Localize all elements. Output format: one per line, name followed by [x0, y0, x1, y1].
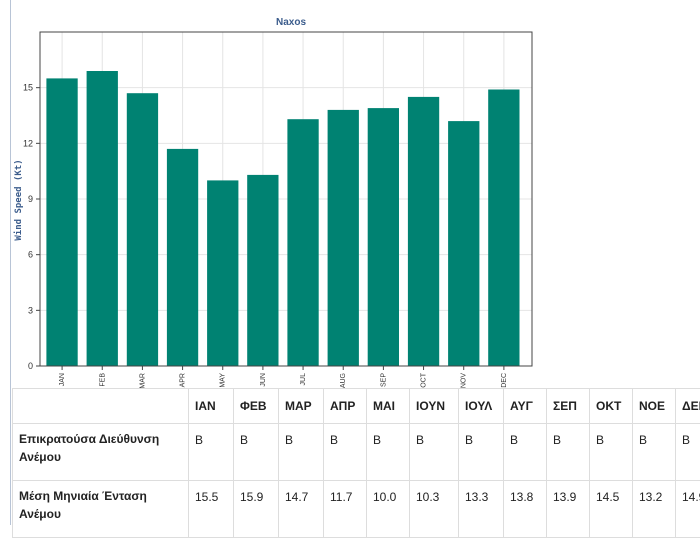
- bar-feb: [87, 71, 118, 366]
- bar-jun: [247, 175, 278, 366]
- table-cell: Β: [367, 424, 410, 481]
- month-header: ΔΕΚ: [676, 389, 700, 424]
- table-cell: 10.0: [367, 481, 410, 538]
- table-cell: Β: [324, 424, 367, 481]
- x-tick-label: FEB: [99, 373, 106, 387]
- table-cell: Β: [504, 424, 547, 481]
- table-cell: 14.5: [590, 481, 633, 538]
- table-cell: 15.9: [234, 481, 279, 538]
- month-header: ΜΑΡ: [279, 389, 324, 424]
- table-cell: Β: [189, 424, 234, 481]
- month-header: ΟΚΤ: [590, 389, 633, 424]
- wind-data-table: ΙΑΝΦΕΒΜΑΡΑΠΡΜΑΙΙΟΥΝΙΟΥΛΑΥΓΣΕΠΟΚΤΝΟΕΔΕΚ Ε…: [12, 388, 700, 538]
- table-cell: 13.9: [547, 481, 590, 538]
- y-tick-label: 0: [28, 361, 33, 371]
- bar-dec: [488, 90, 519, 367]
- table-cell: Β: [676, 424, 700, 481]
- bar-aug: [328, 110, 359, 366]
- table-cell: Β: [633, 424, 676, 481]
- month-header: ΙΟΥΛ: [459, 389, 504, 424]
- month-header: ΝΟΕ: [633, 389, 676, 424]
- table-cell: Β: [279, 424, 324, 481]
- month-header: ΜΑΙ: [367, 389, 410, 424]
- bar-apr: [167, 149, 198, 366]
- month-header: ΑΠΡ: [324, 389, 367, 424]
- row-label: Επικρατούσα Διεύθυνση Ανέμου: [13, 424, 189, 481]
- wind-speed-chart: Naxos Wind Speed (Kt) 0 3 6 9 12 15 JAN FEB MAR…: [0, 0, 700, 388]
- y-tick-label: 3: [28, 305, 33, 315]
- x-tick-label: JUN: [260, 373, 267, 387]
- month-header: ΣΕΠ: [547, 389, 590, 424]
- x-tick-label: JAN: [59, 373, 66, 386]
- table-corner-cell: [13, 389, 189, 424]
- bar-jul: [287, 119, 318, 366]
- bar-sep: [368, 108, 399, 366]
- x-tick-label: DEC: [501, 373, 508, 388]
- x-tick-label: SEP: [380, 373, 387, 387]
- x-tick-label: MAR: [139, 373, 146, 388]
- y-tick-labels: 0 3 6 9 12 15: [23, 83, 40, 371]
- y-axis-title: Wind Speed (Kt): [13, 159, 24, 240]
- bar-jan: [46, 78, 77, 366]
- x-tick-label: NOV: [461, 373, 468, 388]
- bar-oct: [408, 97, 439, 366]
- x-tick-label: APR: [180, 373, 187, 387]
- x-tick-label: JUL: [300, 373, 307, 386]
- x-tick-label: AUG: [340, 373, 347, 388]
- table-cell: 11.7: [324, 481, 367, 538]
- month-header: ΙΑΝ: [189, 389, 234, 424]
- table-cell: 13.2: [633, 481, 676, 538]
- y-tick-label: 15: [23, 83, 33, 93]
- table-cell: Β: [234, 424, 279, 481]
- month-header: ΦΕΒ: [234, 389, 279, 424]
- table-cell: 13.3: [459, 481, 504, 538]
- y-tick-label: 12: [23, 138, 33, 148]
- x-tick-label: OCT: [421, 372, 428, 388]
- bar-mar: [127, 93, 158, 366]
- table-cell: 15.5: [189, 481, 234, 538]
- table-cell: 14.9: [676, 481, 700, 538]
- table-header-row: ΙΑΝΦΕΒΜΑΡΑΠΡΜΑΙΙΟΥΝΙΟΥΛΑΥΓΣΕΠΟΚΤΝΟΕΔΕΚ: [13, 389, 700, 424]
- x-tick-label: MAY: [220, 373, 227, 388]
- table-cell: 13.8: [504, 481, 547, 538]
- x-tick-labels: JAN FEB MAR APR MAY JUN JUL AUG SEP OCT NOV DEC: [59, 366, 508, 388]
- table-cell: 14.7: [279, 481, 324, 538]
- y-tick-label: 9: [28, 194, 33, 204]
- bar-may: [207, 180, 238, 366]
- table-cell: Β: [410, 424, 459, 481]
- table-cell: Β: [590, 424, 633, 481]
- month-header: ΑΥΓ: [504, 389, 547, 424]
- y-tick-label: 6: [28, 250, 33, 260]
- chart-title: Naxos: [276, 17, 306, 28]
- row-label: Μέση Μηνιαία Ένταση Ανέμου: [13, 481, 189, 538]
- table-cell: Β: [547, 424, 590, 481]
- bars: [46, 71, 519, 366]
- bar-nov: [448, 121, 479, 366]
- table-cell: 10.3: [410, 481, 459, 538]
- table-cell: Β: [459, 424, 504, 481]
- month-header: ΙΟΥΝ: [410, 389, 459, 424]
